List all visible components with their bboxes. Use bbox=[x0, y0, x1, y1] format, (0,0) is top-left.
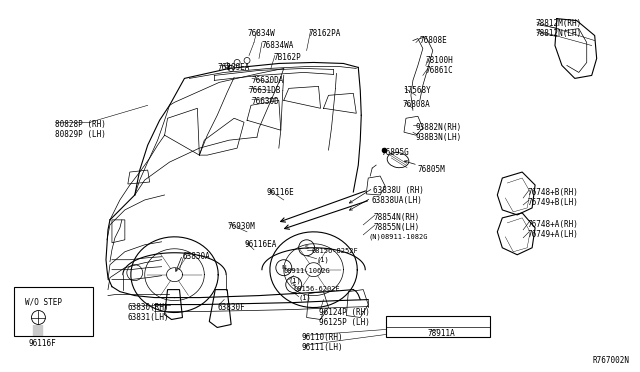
Text: 78100H: 78100H bbox=[426, 57, 454, 65]
Text: 76808E: 76808E bbox=[420, 36, 447, 45]
Text: 76809EA: 76809EA bbox=[217, 64, 250, 73]
Text: 76895G: 76895G bbox=[381, 148, 409, 157]
Text: 63830A: 63830A bbox=[182, 252, 210, 261]
Text: 76834W: 76834W bbox=[247, 29, 275, 38]
Text: 17568Y: 17568Y bbox=[403, 86, 431, 95]
Text: (N)08911-1082G: (N)08911-1082G bbox=[368, 234, 428, 240]
Text: 76749+A(LH): 76749+A(LH) bbox=[527, 230, 578, 239]
Text: 76630D: 76630D bbox=[251, 97, 279, 106]
Text: S: S bbox=[292, 282, 296, 287]
Text: N: N bbox=[282, 265, 286, 270]
Text: 96110(RH): 96110(RH) bbox=[301, 333, 343, 343]
Text: 76749+B(LH): 76749+B(LH) bbox=[527, 198, 578, 207]
Text: 08156-8252F: 08156-8252F bbox=[312, 248, 358, 254]
Text: 63830F: 63830F bbox=[217, 302, 245, 312]
Text: 7B162P: 7B162P bbox=[274, 52, 301, 61]
Text: 938B3N(LH): 938B3N(LH) bbox=[416, 133, 462, 142]
Text: 96116E: 96116E bbox=[267, 188, 294, 197]
Text: 63830(RH): 63830(RH) bbox=[128, 302, 170, 312]
Text: 63838UA(LH): 63838UA(LH) bbox=[371, 196, 422, 205]
Text: 08911-1062G: 08911-1062G bbox=[284, 268, 330, 274]
Bar bbox=[386, 315, 490, 337]
Text: 76748+B(RH): 76748+B(RH) bbox=[527, 188, 578, 197]
Text: 78855N(LH): 78855N(LH) bbox=[373, 223, 419, 232]
Text: 76805M: 76805M bbox=[418, 165, 445, 174]
Text: 76748+A(RH): 76748+A(RH) bbox=[527, 220, 578, 229]
Text: 08156-6202E: 08156-6202E bbox=[294, 286, 340, 292]
Text: 80828P (RH): 80828P (RH) bbox=[55, 120, 106, 129]
Text: 93882N(RH): 93882N(RH) bbox=[416, 123, 462, 132]
Text: 96116EA: 96116EA bbox=[244, 240, 276, 249]
Text: 76930M: 76930M bbox=[227, 222, 255, 231]
Text: 76861C: 76861C bbox=[426, 67, 454, 76]
Text: (1): (1) bbox=[299, 295, 312, 301]
Text: W/O STEP: W/O STEP bbox=[24, 298, 61, 307]
Text: 78812N(LH): 78812N(LH) bbox=[535, 29, 581, 38]
Text: 76834WA: 76834WA bbox=[262, 41, 294, 49]
Text: 96124P (RH): 96124P (RH) bbox=[319, 308, 369, 317]
Text: 78854N(RH): 78854N(RH) bbox=[373, 213, 419, 222]
Text: 76631DB: 76631DB bbox=[248, 86, 280, 95]
Text: (1): (1) bbox=[317, 257, 330, 263]
Text: S: S bbox=[305, 245, 308, 250]
Text: 96116F: 96116F bbox=[29, 339, 56, 349]
Text: 96125P (LH): 96125P (LH) bbox=[319, 318, 369, 327]
Text: 78911A: 78911A bbox=[428, 330, 456, 339]
Text: 78162PA: 78162PA bbox=[308, 29, 341, 38]
Text: 63831(LH): 63831(LH) bbox=[128, 312, 170, 321]
Text: 96111(LH): 96111(LH) bbox=[301, 343, 343, 352]
Text: 63838U (RH): 63838U (RH) bbox=[373, 186, 424, 195]
Text: 78812M(RH): 78812M(RH) bbox=[535, 19, 581, 28]
Text: 76808A: 76808A bbox=[403, 100, 431, 109]
Text: 80829P (LH): 80829P (LH) bbox=[55, 130, 106, 139]
Text: 76630DA: 76630DA bbox=[251, 76, 284, 86]
Text: (1): (1) bbox=[289, 278, 301, 284]
Text: R767002N: R767002N bbox=[593, 356, 630, 365]
